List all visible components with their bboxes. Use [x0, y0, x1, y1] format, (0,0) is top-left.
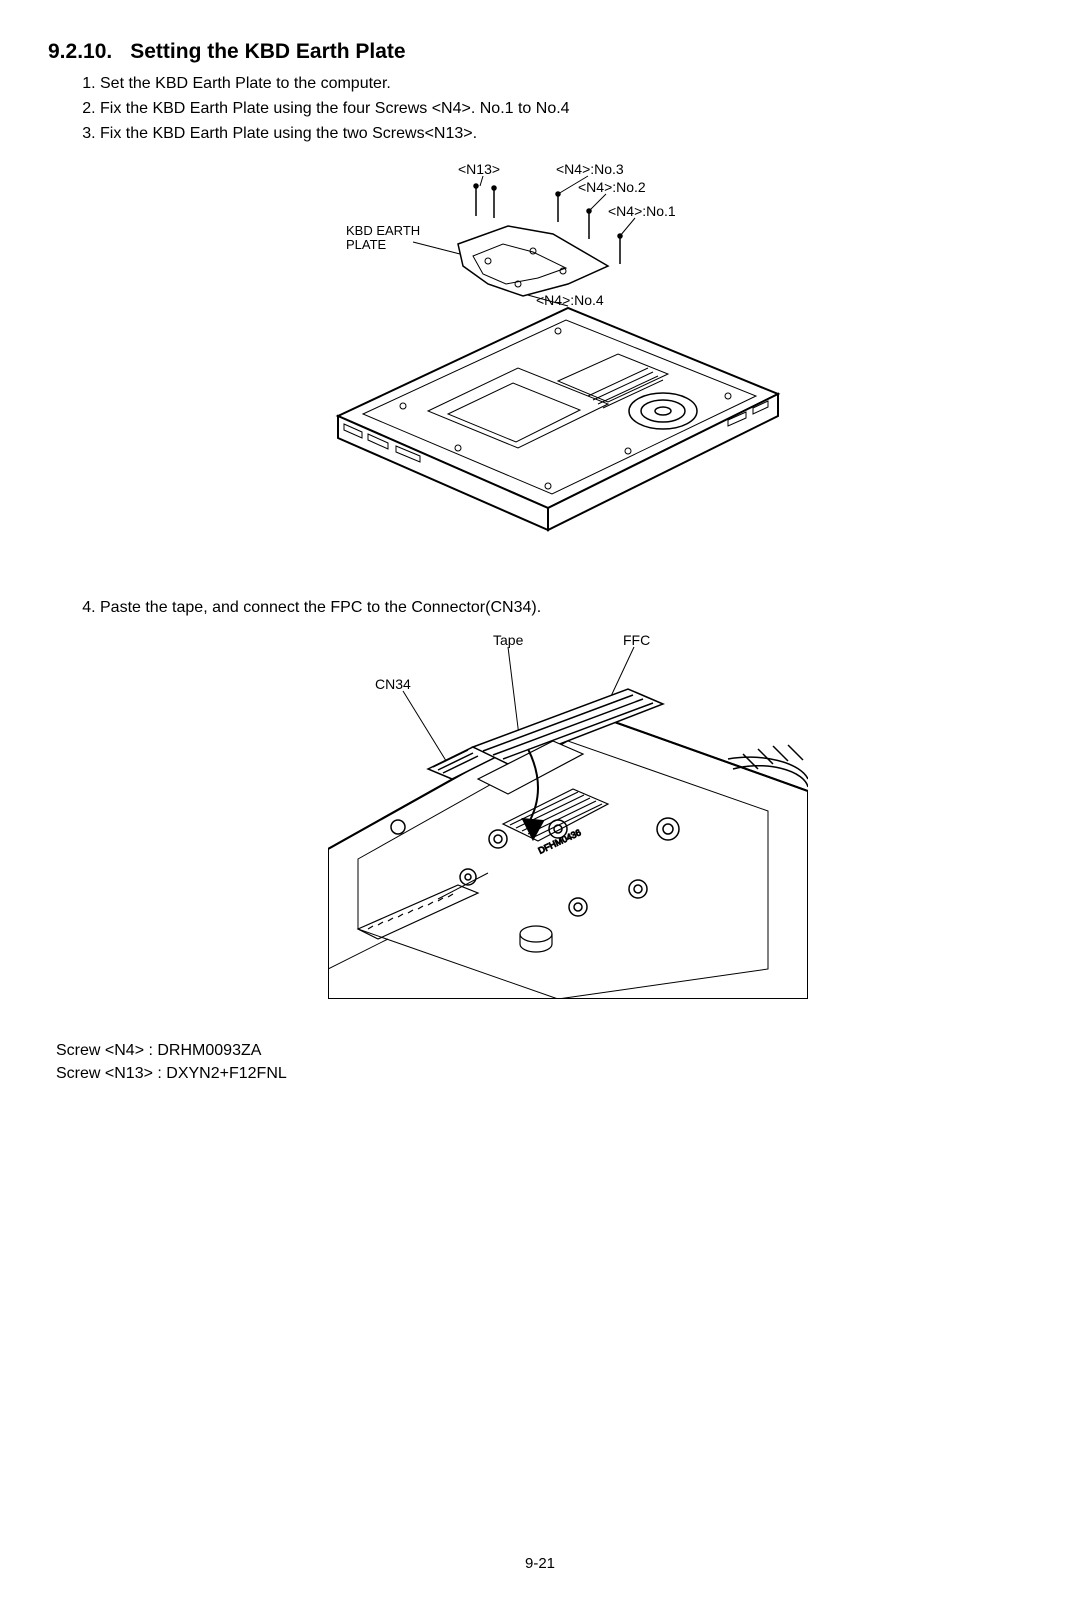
step-3: Fix the KBD Earth Plate using the two Sc…: [100, 122, 1032, 145]
section-title: Setting the KBD Earth Plate: [130, 40, 405, 63]
screw-n4-note: Screw <N4> : DRHM0093ZA: [56, 1039, 1032, 1062]
step-4: Paste the tape, and connect the FPC to t…: [100, 596, 1032, 619]
screw-notes: Screw <N4> : DRHM0093ZA Screw <N13> : DX…: [48, 1039, 1032, 1085]
figure-1: <N13> <N4>:No.3 <N4>:No.2 <N4>:No.1 <N4>…: [308, 156, 808, 576]
figure1-svg: [308, 156, 808, 576]
section-number: 9.2.10.: [48, 40, 112, 63]
figure-2: Tape FFC CN34: [328, 629, 808, 999]
figure2-svg: DFHM0436: [328, 629, 808, 999]
page-number: 9-21: [48, 1555, 1032, 1572]
steps-list-a: Set the KBD Earth Plate to the computer.…: [48, 72, 1032, 146]
step-2: Fix the KBD Earth Plate using the four S…: [100, 97, 1032, 120]
section-heading: 9.2.10. Setting the KBD Earth Plate: [48, 40, 1032, 64]
step-1: Set the KBD Earth Plate to the computer.: [100, 72, 1032, 95]
steps-list-b: Paste the tape, and connect the FPC to t…: [48, 596, 1032, 619]
screw-n13-note: Screw <N13> : DXYN2+F12FNL: [56, 1062, 1032, 1085]
